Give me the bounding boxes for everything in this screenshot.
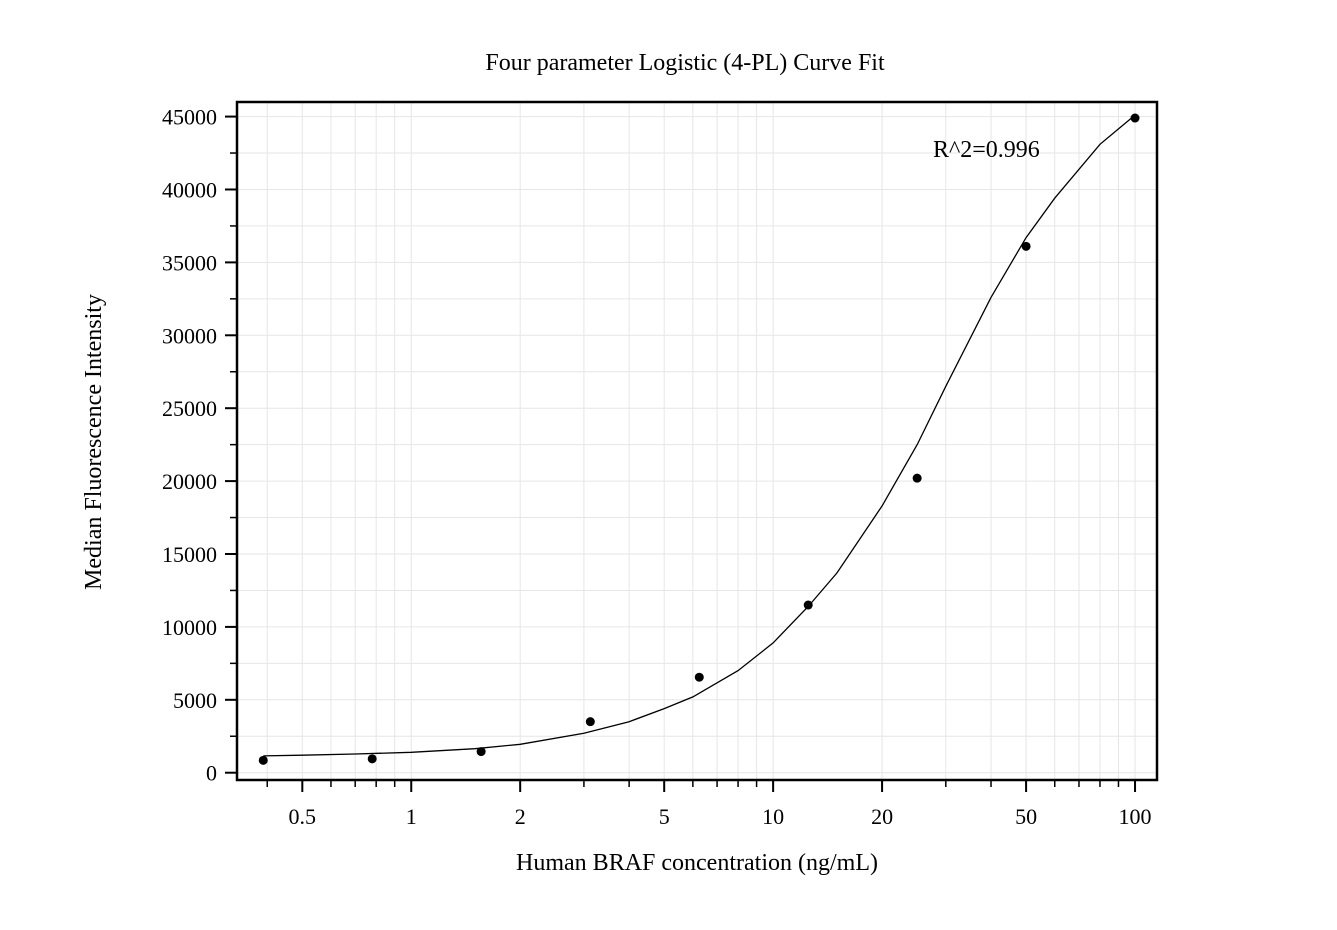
y-tick-label: 40000	[162, 177, 217, 202]
data-point	[912, 473, 922, 483]
x-tick-label: 2	[515, 804, 526, 829]
grid	[237, 102, 1157, 780]
x-tick-label: 10	[762, 804, 784, 829]
data-point	[1021, 241, 1031, 251]
y-axis: 0 5000 10000 15000 20000 25000 30000 35000 40000…	[162, 105, 237, 786]
x-axis: 0.5 1 2 5 10 20 50 100	[266, 780, 1152, 829]
r-squared-annotation: R^2=0.996	[933, 137, 1040, 163]
x-tick-label: 1	[406, 804, 417, 829]
y-tick-label: 0	[206, 761, 217, 786]
y-tick-label: 45000	[162, 105, 217, 130]
y-tick-label: 20000	[162, 469, 217, 494]
y-tick-label: 35000	[162, 250, 217, 275]
data-point	[258, 755, 268, 765]
data-point	[694, 672, 704, 682]
data-point	[585, 717, 595, 727]
x-tick-label: 50	[1015, 804, 1037, 829]
data-point	[476, 747, 486, 757]
x-tick-label: 100	[1119, 804, 1152, 829]
y-tick-label: 25000	[162, 396, 217, 421]
y-tick-label: 15000	[162, 542, 217, 567]
y-axis-label: Median Fluorescence Intensity	[81, 294, 107, 590]
data-point	[1130, 113, 1140, 123]
plot-frame	[235, 100, 1159, 782]
data-points-layer	[258, 113, 1140, 765]
data-point	[803, 600, 813, 610]
x-tick-label: 5	[659, 804, 670, 829]
x-tick-label: 0.5	[289, 804, 317, 829]
y-tick-label: 10000	[162, 615, 217, 640]
x-axis-label: Human BRAF concentration (ng/mL)	[516, 850, 878, 876]
data-point	[367, 754, 377, 764]
y-tick-label: 30000	[162, 323, 217, 348]
x-tick-label: 20	[871, 804, 893, 829]
fit-curve	[263, 114, 1136, 757]
fit-curve-layer	[263, 114, 1136, 757]
y-tick-label: 5000	[173, 688, 217, 713]
chart-title: Four parameter Logistic (4-PL) Curve Fit	[485, 50, 885, 76]
